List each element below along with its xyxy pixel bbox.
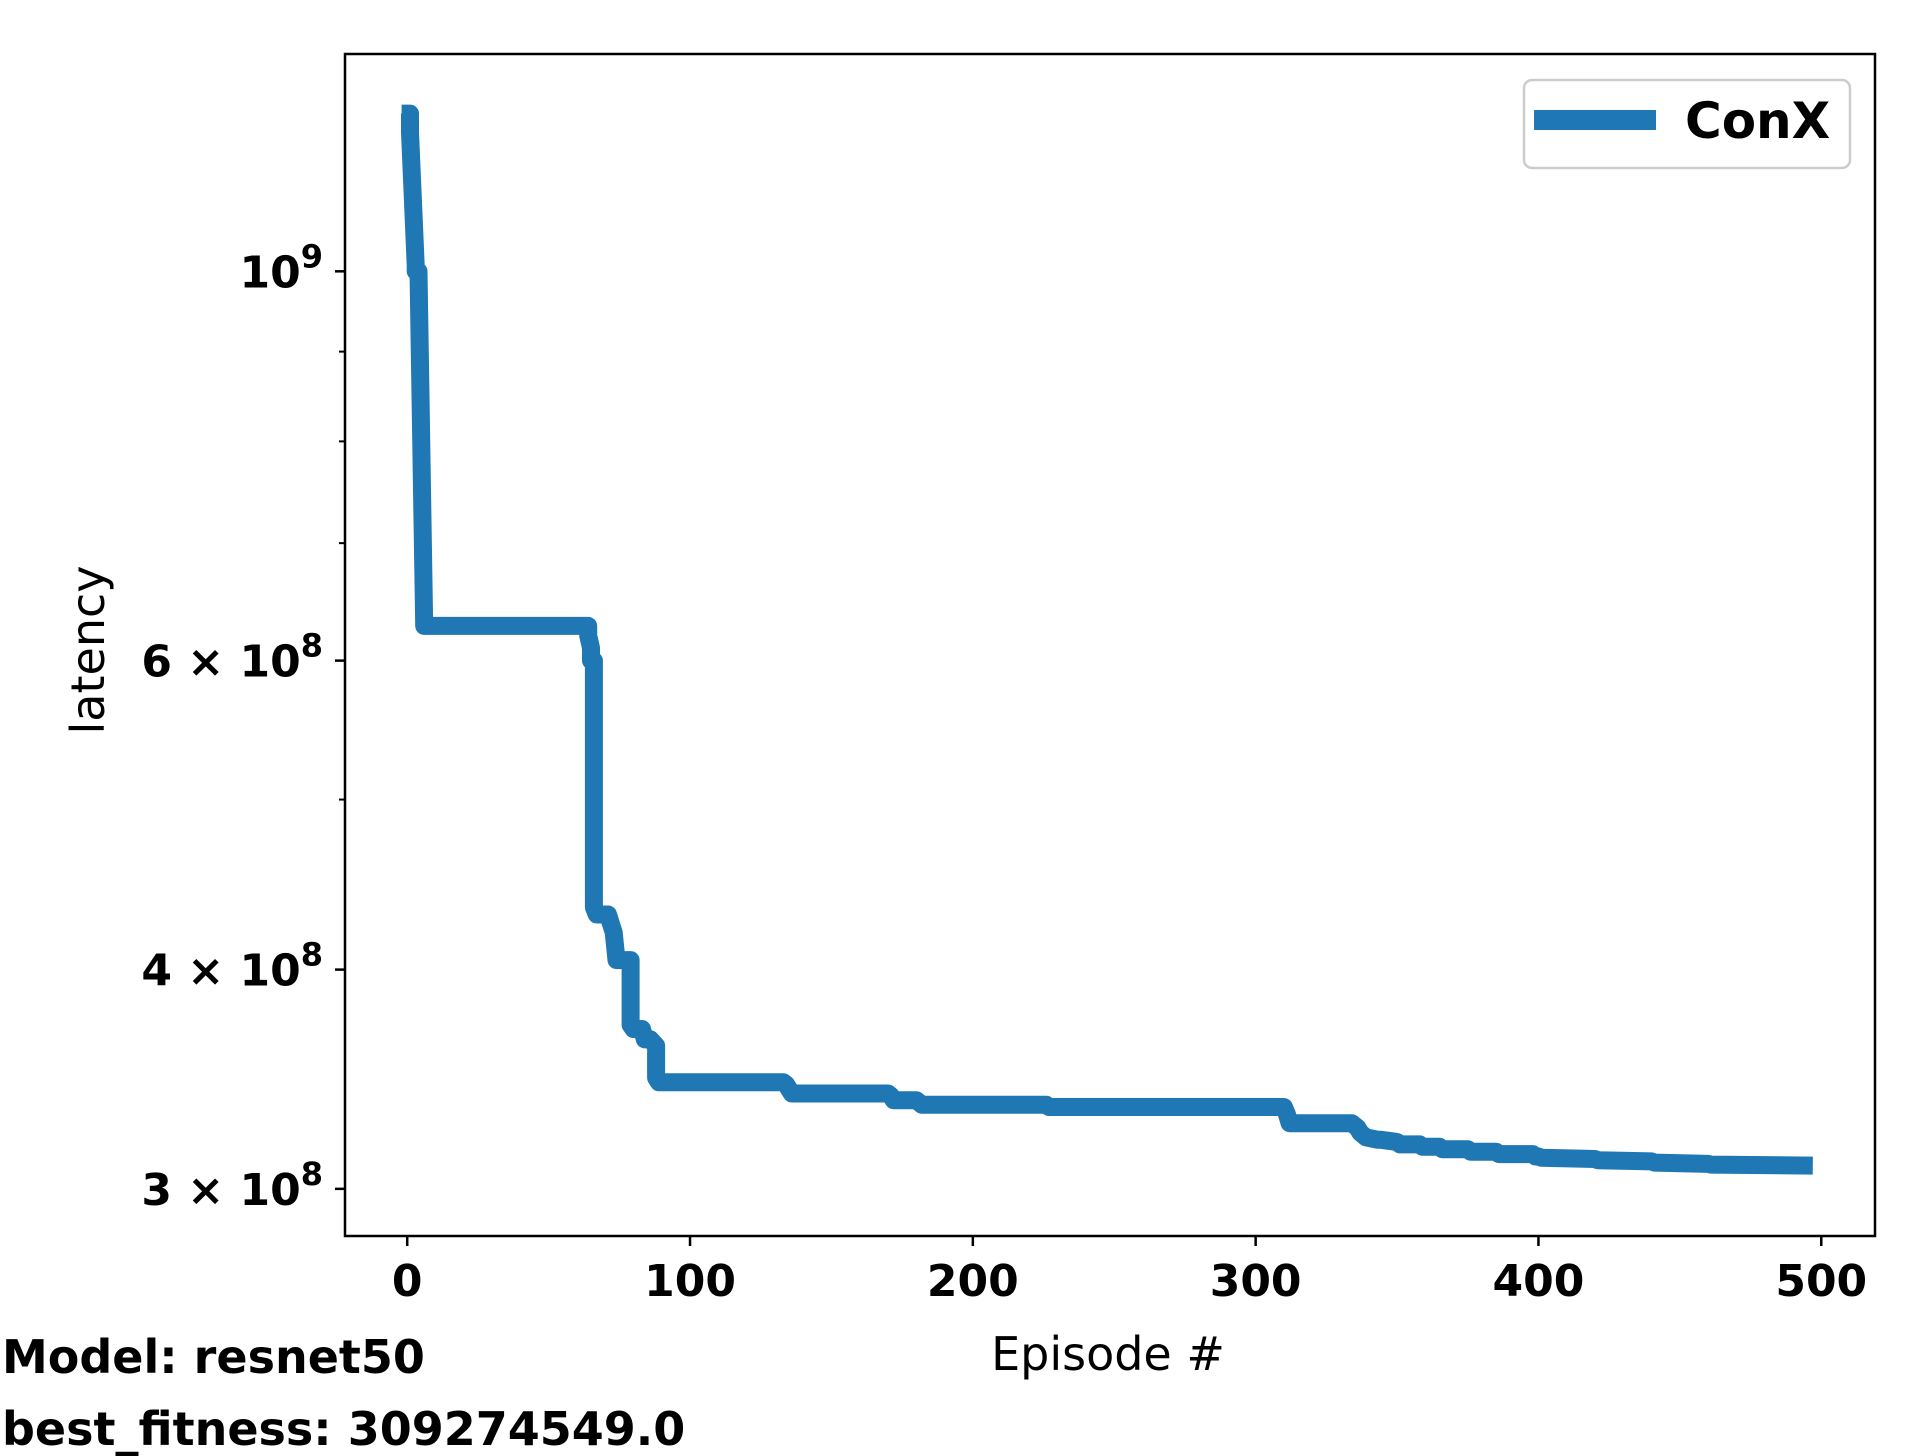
plot-frame xyxy=(343,52,1877,1238)
model-label: Model: resnet50 xyxy=(2,1330,425,1384)
plot-area xyxy=(401,104,1813,1175)
y-axis-label: latency xyxy=(61,566,115,735)
x-tick-label: 500 xyxy=(1775,1256,1867,1307)
best-fitness-label: best_fitness: 309274549.0 xyxy=(2,1402,686,1456)
x-tick-label: 100 xyxy=(644,1256,736,1307)
x-axis-label: Episode # xyxy=(991,1327,1225,1381)
y-tick-label: 4 × 108 xyxy=(141,936,323,997)
y-tick-label: 3 × 108 xyxy=(141,1155,323,1216)
legend-box xyxy=(1522,78,1852,170)
series-line-conx xyxy=(401,104,1813,1175)
y-tick-label: 109 xyxy=(240,237,324,298)
x-axis: 0 100 200 300 400 500 xyxy=(392,1236,1867,1307)
x-tick-label: 300 xyxy=(1210,1256,1302,1307)
x-tick-label: 200 xyxy=(927,1256,1019,1307)
x-tick-label: 0 xyxy=(392,1256,423,1307)
legend-label: ConX xyxy=(1685,92,1830,150)
y-axis: 109 6 × 108 4 × 108 3 × 108 xyxy=(141,237,345,1216)
legend: ConX xyxy=(1522,78,1852,170)
x-tick-label: 400 xyxy=(1493,1256,1585,1307)
y-tick-label: 6 × 108 xyxy=(141,627,323,688)
